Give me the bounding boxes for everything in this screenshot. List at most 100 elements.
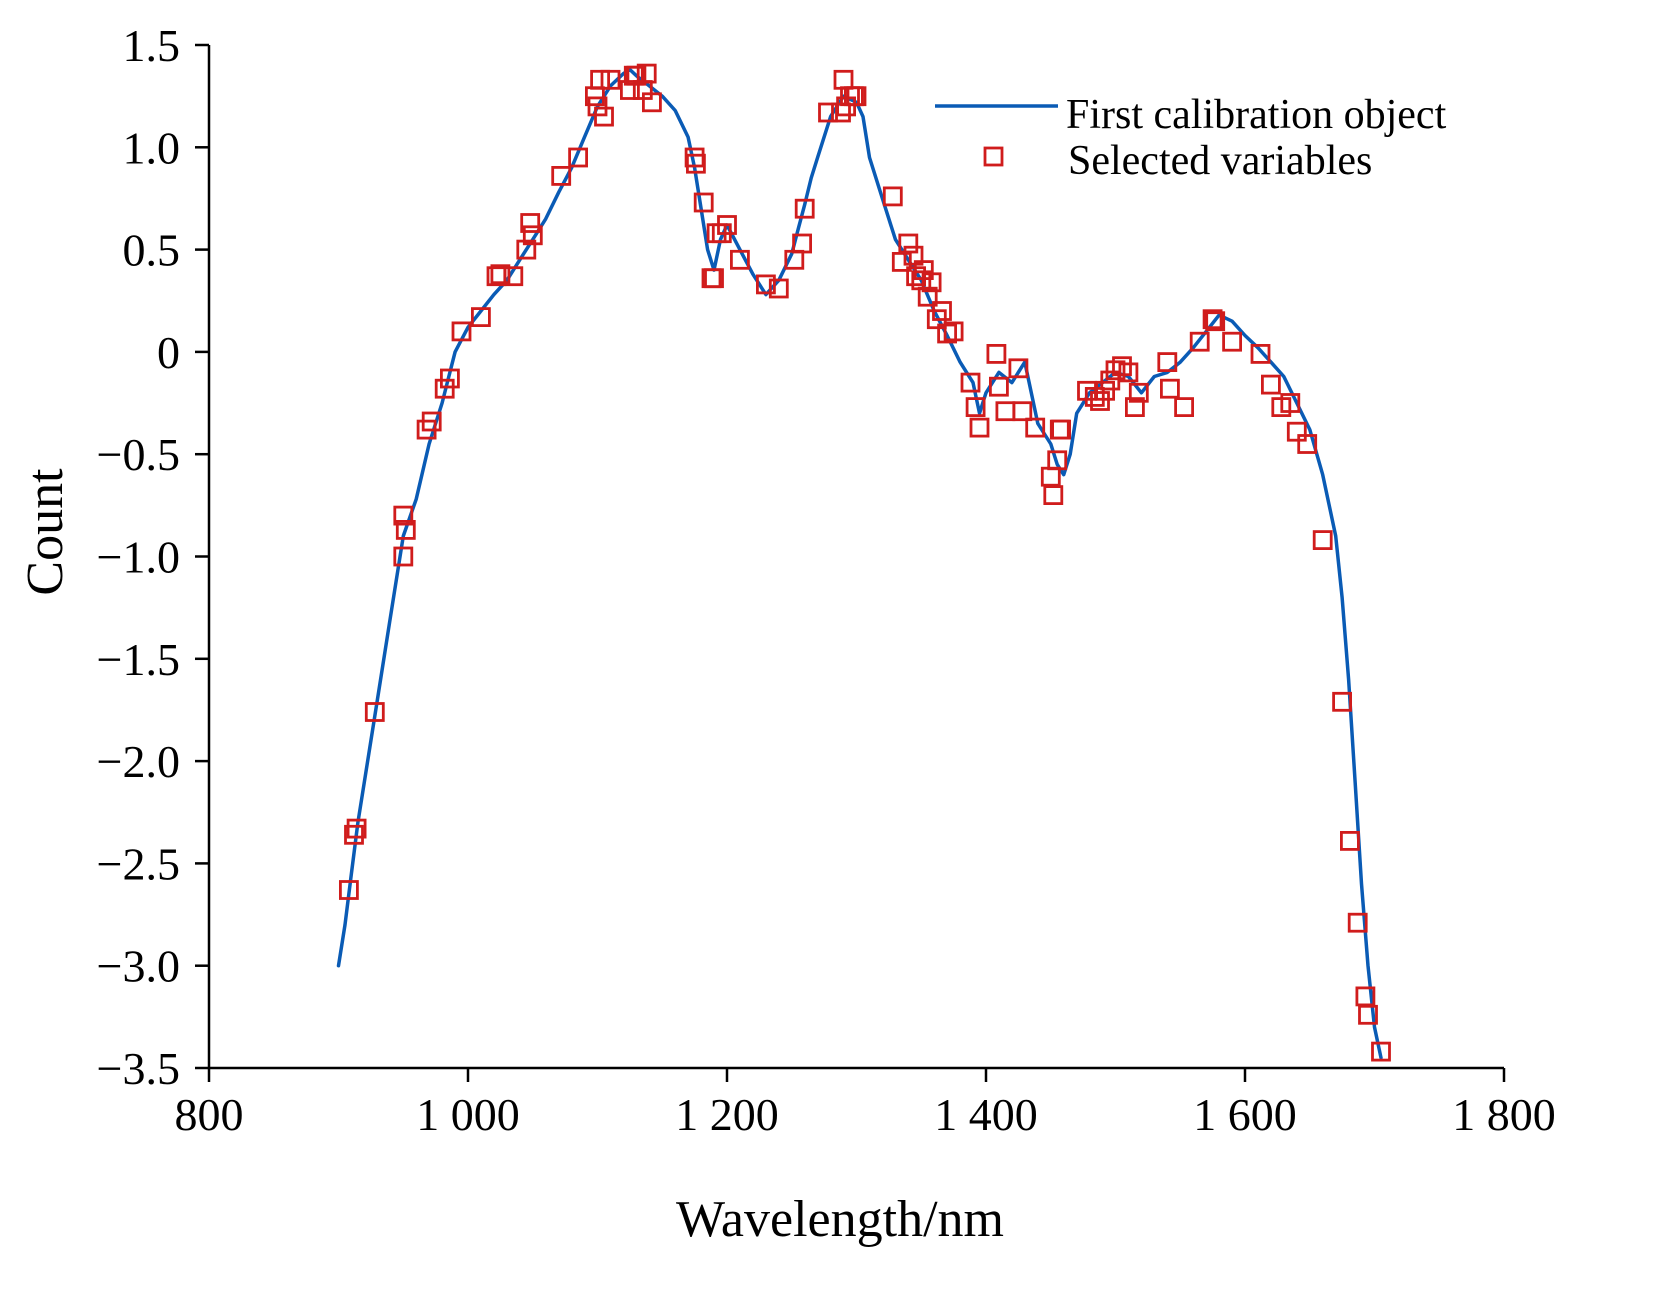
selected-variable-marker xyxy=(898,233,919,254)
selected-variable-marker xyxy=(338,880,359,900)
selected-variable-marker xyxy=(1040,466,1061,487)
selected-variable-marker xyxy=(642,92,662,113)
selected-variable-marker xyxy=(756,274,776,295)
selected-variable-marker xyxy=(730,249,750,270)
selected-variable-marker xyxy=(1047,450,1068,471)
selected-variable-marker xyxy=(1125,397,1145,418)
x-tick-label: 1 800 xyxy=(1452,1089,1556,1140)
selected-variable-marker xyxy=(1222,331,1242,352)
selected-variable-marker xyxy=(1025,417,1046,438)
selected-variable-marker xyxy=(1105,360,1126,381)
selected-variable-marker xyxy=(1112,356,1132,377)
selected-variable-marker xyxy=(1084,386,1105,407)
axes xyxy=(207,45,1504,1070)
selected-variable-marker xyxy=(626,65,647,86)
selected-variable-marker xyxy=(903,245,924,266)
legend-marker-swatch xyxy=(983,146,1004,167)
selected-variable-marker xyxy=(1250,343,1271,364)
selected-variable-marker xyxy=(364,702,385,722)
selected-variable-marker xyxy=(1157,352,1178,373)
y-tick-label: 1.0 xyxy=(123,122,181,173)
y-tick-label: −2.5 xyxy=(97,838,180,889)
selected-variable-marker xyxy=(393,546,414,567)
selected-variable-marker xyxy=(846,86,867,107)
selected-variable-marker xyxy=(768,278,789,299)
selected-variable-marker xyxy=(1043,485,1064,506)
selected-variable-marker xyxy=(989,376,1009,397)
selected-variable-marker xyxy=(395,520,416,540)
selected-variable-marker xyxy=(937,323,957,344)
selected-variable-marker xyxy=(943,321,964,342)
selected-variable-marker xyxy=(693,192,714,213)
selected-variable-marker xyxy=(568,147,588,168)
y-tick-label: 1.5 xyxy=(123,20,181,71)
y-ticks: 1.5 1.0 0.5 0 −0.5 −1.0 −1.5 −2.0 −2.5 −3.0 −3.5 xyxy=(97,20,209,1094)
selected-variable-marker xyxy=(439,368,460,389)
selected-variable-marker xyxy=(587,96,608,117)
selected-variable-marker xyxy=(1347,912,1368,933)
selected-variable-marker xyxy=(1297,434,1318,454)
selected-variable-marker xyxy=(921,272,942,293)
legend-label-selected-variables: Selected variables xyxy=(1068,138,1372,184)
selected-variable-marker xyxy=(1205,311,1226,332)
selected-variable-marker xyxy=(1008,358,1029,379)
selected-variable-marker xyxy=(1312,530,1333,550)
selected-variable-marker xyxy=(969,417,990,438)
y-tick-label: −1.5 xyxy=(97,634,180,685)
selected-variable-marker xyxy=(794,198,815,219)
selected-variable-marker xyxy=(393,505,414,526)
selected-variable-marker xyxy=(346,818,367,839)
x-tick-label: 1 600 xyxy=(1193,1089,1297,1140)
selected-variable-marker xyxy=(704,268,724,289)
selected-variable-marker xyxy=(470,307,491,328)
selected-variable-marker xyxy=(1095,380,1115,401)
legend-label-first-calibration-object: First calibration object xyxy=(1066,92,1447,138)
selected-variable-marker xyxy=(590,69,610,90)
selected-variable-marker xyxy=(516,239,537,260)
selected-variable-marker xyxy=(960,372,981,393)
selected-variable-marker xyxy=(1160,378,1180,399)
selected-variable-marker xyxy=(686,153,706,174)
selected-variable-marker xyxy=(490,264,511,285)
selected-variable-marker xyxy=(833,69,854,90)
plot-area xyxy=(336,63,1391,1062)
y-tick-label: −1.0 xyxy=(97,532,180,583)
selected-variable-marker xyxy=(1090,391,1110,411)
y-tick-label: −3.5 xyxy=(97,1043,180,1094)
selected-variable-marker xyxy=(1128,382,1149,403)
legend: First calibration object Selected variab… xyxy=(935,92,1447,184)
selected-variable-marker xyxy=(520,213,541,233)
selected-variable-marker xyxy=(522,225,543,246)
y-tick-label: 0 xyxy=(157,327,180,378)
selected-variable-marker xyxy=(451,321,472,342)
x-tick-label: 1 000 xyxy=(416,1089,520,1140)
selected-variable-marker xyxy=(1174,397,1194,418)
selected-variable-marker xyxy=(917,286,938,307)
selected-variable-marker xyxy=(551,165,572,186)
selected-variable-marker xyxy=(1118,362,1139,383)
selected-variable-marker xyxy=(434,378,455,399)
y-tick-label: −2.0 xyxy=(97,736,180,787)
selected-variable-marker xyxy=(1012,401,1033,422)
selected-variable-marker xyxy=(503,266,524,287)
x-axis-title: Wavelength/nm xyxy=(676,1191,1004,1248)
selected-variable-marker xyxy=(1371,1041,1391,1062)
y-tick-label: 0.5 xyxy=(123,225,181,276)
x-ticks: 800 1 000 1 200 1 400 1 600 1 800 xyxy=(175,1068,1556,1140)
selected-variable-marker xyxy=(882,186,903,207)
selected-variable-marker xyxy=(1280,393,1301,413)
selected-variable-marker xyxy=(594,106,614,127)
selected-variable-marker xyxy=(1202,309,1223,330)
x-tick-label: 1 400 xyxy=(934,1089,1038,1140)
selected-variable-marker xyxy=(986,343,1007,364)
selected-variable-marker xyxy=(344,824,364,845)
y-axis-title: Count xyxy=(17,468,74,596)
selected-variable-marker xyxy=(620,80,640,100)
x-tick-label: 1 200 xyxy=(675,1089,779,1140)
selected-variable-marker xyxy=(1261,374,1281,395)
y-tick-label: −0.5 xyxy=(97,429,180,480)
selected-variable-marker xyxy=(600,69,621,90)
series-line-first-calibration-object xyxy=(336,67,1383,1060)
selected-variable-marker xyxy=(421,411,442,432)
